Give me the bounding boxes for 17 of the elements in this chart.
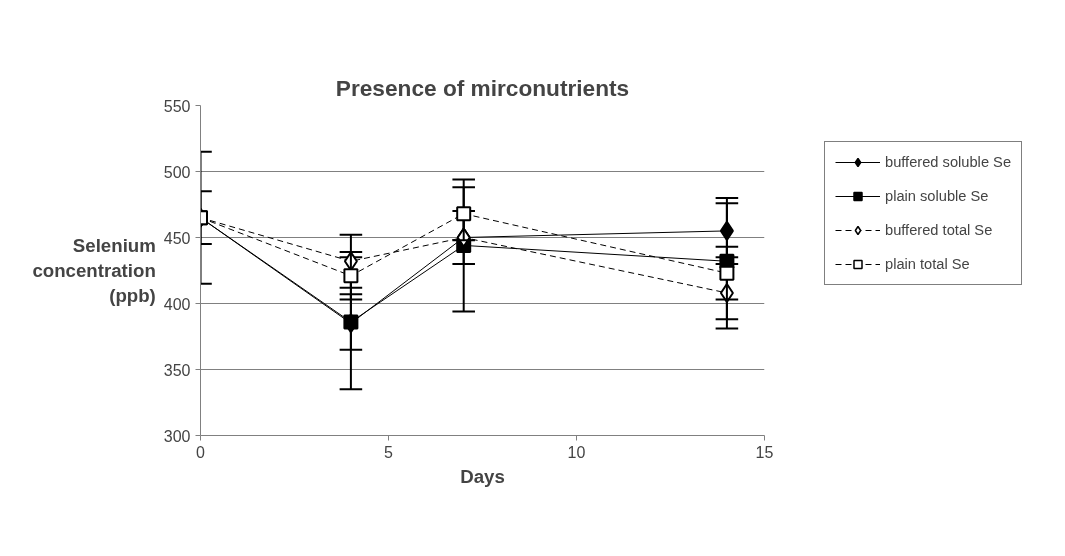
y-tick-label: 300 bbox=[163, 427, 191, 445]
y-tick-label: 350 bbox=[163, 361, 191, 379]
legend-label: plain total Se bbox=[885, 256, 970, 272]
chart-title: Presence of mirconutrients bbox=[335, 74, 630, 101]
legend-label: plain soluble Se bbox=[885, 188, 989, 204]
x-tick-label: 5 bbox=[384, 443, 394, 461]
legend-label: buffered total Se bbox=[885, 222, 993, 238]
x-tick-label: 10 bbox=[567, 443, 586, 461]
legend-label: buffered soluble Se bbox=[885, 154, 1012, 170]
x-axis-title: Days bbox=[460, 465, 505, 487]
x-tick-label: 15 bbox=[755, 443, 774, 461]
y-tick-label: 400 bbox=[163, 295, 191, 313]
y-axis-title: Selenium concentration (ppb) bbox=[32, 234, 156, 307]
x-tick-label: 0 bbox=[196, 443, 206, 461]
y-tick-label: 500 bbox=[163, 163, 191, 181]
y-tick-label: 550 bbox=[163, 97, 191, 115]
y-tick-label: 450 bbox=[163, 229, 191, 247]
